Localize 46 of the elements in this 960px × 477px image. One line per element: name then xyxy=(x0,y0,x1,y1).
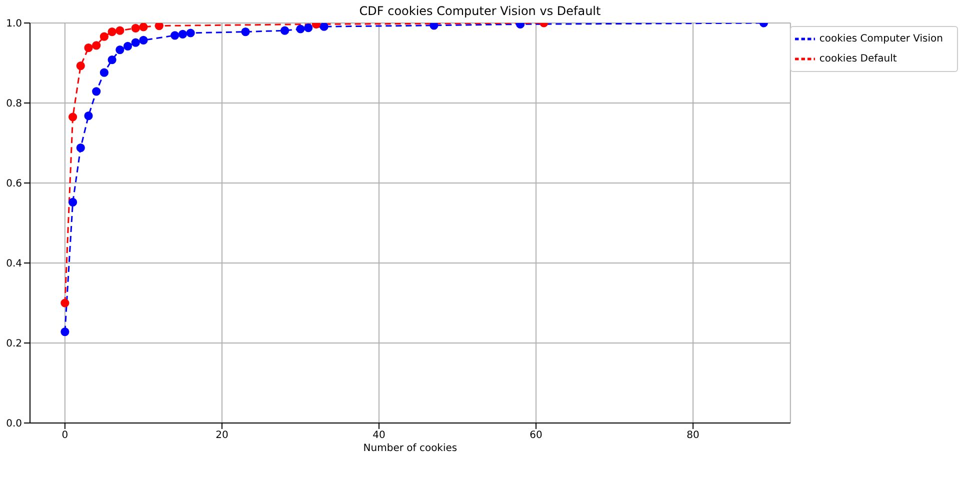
point xyxy=(100,32,108,41)
point xyxy=(60,328,70,336)
point xyxy=(84,44,93,52)
point xyxy=(131,24,140,32)
point xyxy=(84,112,93,120)
x-tick-label: 80 xyxy=(686,430,700,442)
point xyxy=(139,36,148,44)
point xyxy=(304,24,313,32)
point xyxy=(139,23,148,32)
legend-label: cookies Computer Vision xyxy=(819,34,943,45)
point xyxy=(154,23,164,30)
point xyxy=(108,28,116,36)
point xyxy=(68,112,78,122)
x-tick-label: 40 xyxy=(372,430,386,442)
point xyxy=(430,23,438,30)
point xyxy=(100,68,108,77)
point xyxy=(280,26,290,35)
point xyxy=(92,87,101,96)
y-tick-label: 0.4 xyxy=(6,258,22,270)
chart-title: CDF cookies Computer Vision vs Default xyxy=(358,4,602,18)
y-tick-label: 0.6 xyxy=(6,178,22,190)
point xyxy=(170,31,180,40)
point xyxy=(76,62,85,70)
point xyxy=(186,28,195,38)
point xyxy=(60,298,70,308)
point xyxy=(178,30,188,38)
x-tick-label: 20 xyxy=(216,430,228,442)
y-tick-label: 1.0 xyxy=(6,18,22,30)
point xyxy=(123,42,132,50)
legend-label: cookies Default xyxy=(819,54,897,65)
point xyxy=(116,46,124,54)
point xyxy=(116,26,124,35)
x-axis-title: Number of cookies xyxy=(363,443,458,454)
x-tick-label: 60 xyxy=(530,430,542,442)
point xyxy=(68,198,78,206)
y-tick-label: 0.2 xyxy=(6,338,22,350)
point xyxy=(92,41,101,50)
x-tick-label: 0 xyxy=(62,430,68,442)
point xyxy=(241,28,250,36)
point xyxy=(320,23,328,31)
point xyxy=(131,38,140,47)
y-tick-label: 0.8 xyxy=(6,98,22,110)
point xyxy=(76,144,85,152)
point xyxy=(296,24,305,34)
y-tick-label: 0.0 xyxy=(6,418,22,430)
point xyxy=(108,56,116,64)
